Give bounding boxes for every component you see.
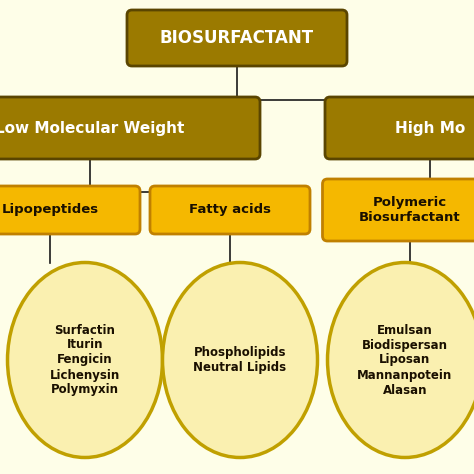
FancyBboxPatch shape [322,179,474,241]
FancyBboxPatch shape [325,97,474,159]
Text: Phospholipids
Neutral Lipids: Phospholipids Neutral Lipids [193,346,287,374]
Ellipse shape [8,263,163,457]
Text: Fatty acids: Fatty acids [189,203,271,217]
Text: Lipopeptides: Lipopeptides [1,203,99,217]
FancyBboxPatch shape [0,186,140,234]
Text: High Mo: High Mo [395,120,465,136]
FancyBboxPatch shape [150,186,310,234]
FancyBboxPatch shape [0,97,260,159]
Ellipse shape [163,263,318,457]
FancyBboxPatch shape [127,10,347,66]
Text: Surfactin
Iturin
Fengicin
Lichenysin
Polymyxin: Surfactin Iturin Fengicin Lichenysin Pol… [50,323,120,396]
Ellipse shape [328,263,474,457]
Text: Low Molecular Weight: Low Molecular Weight [0,120,185,136]
Text: Polymeric
Biosurfactant: Polymeric Biosurfactant [359,196,461,224]
Text: BIOSURFACTANT: BIOSURFACTANT [160,29,314,47]
Text: Emulsan
Biodispersan
Liposan
Mannanpotein
Alasan: Emulsan Biodispersan Liposan Mannanpotei… [357,323,453,396]
